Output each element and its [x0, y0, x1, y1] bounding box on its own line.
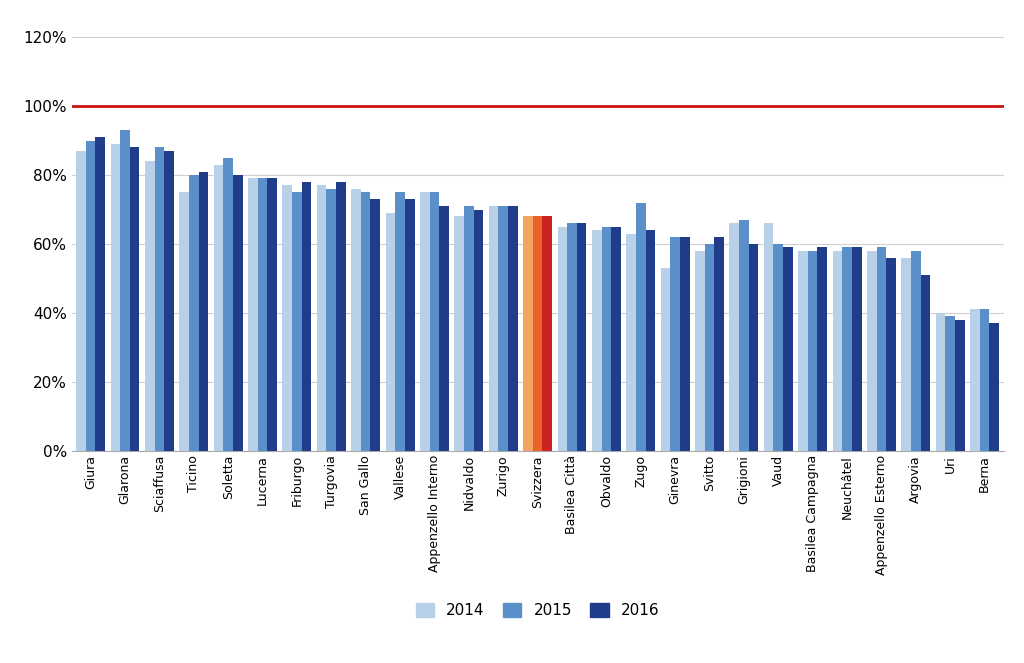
Bar	[199, 172, 208, 451]
Bar	[680, 237, 689, 451]
Bar	[223, 158, 232, 451]
Bar	[474, 210, 483, 451]
Bar	[739, 220, 749, 451]
Bar	[705, 244, 715, 451]
Bar	[592, 230, 601, 451]
Bar	[773, 244, 783, 451]
Bar	[636, 203, 645, 451]
Bar	[439, 206, 449, 451]
Bar	[386, 213, 395, 451]
Bar	[671, 237, 680, 451]
Bar	[488, 206, 499, 451]
Bar	[749, 244, 759, 451]
Bar	[336, 182, 346, 451]
Bar	[611, 227, 621, 451]
Bar	[420, 192, 430, 451]
Bar	[120, 130, 130, 451]
Bar	[543, 216, 552, 451]
Bar	[627, 233, 636, 451]
Bar	[214, 164, 223, 451]
Bar	[799, 251, 808, 451]
Bar	[833, 251, 843, 451]
Bar	[232, 175, 243, 451]
Bar	[532, 216, 543, 451]
Bar	[499, 206, 508, 451]
Bar	[430, 192, 439, 451]
Bar	[567, 223, 577, 451]
Bar	[936, 313, 945, 451]
Bar	[945, 316, 955, 451]
Bar	[695, 251, 705, 451]
Bar	[292, 192, 302, 451]
Bar	[886, 258, 896, 451]
Bar	[843, 247, 852, 451]
Bar	[980, 310, 989, 451]
Bar	[764, 223, 773, 451]
Bar	[130, 147, 139, 451]
Bar	[601, 227, 611, 451]
Bar	[302, 182, 311, 451]
Bar	[901, 258, 911, 451]
Bar	[164, 151, 174, 451]
Bar	[715, 237, 724, 451]
Bar	[155, 147, 164, 451]
Bar	[729, 223, 739, 451]
Bar	[817, 247, 827, 451]
Bar	[283, 186, 292, 451]
Bar	[316, 186, 327, 451]
Bar	[111, 144, 120, 451]
Bar	[808, 251, 817, 451]
Bar	[455, 216, 464, 451]
Bar	[911, 251, 921, 451]
Bar	[464, 206, 474, 451]
Bar	[145, 161, 155, 451]
Bar	[877, 247, 886, 451]
Bar	[577, 223, 587, 451]
Bar	[95, 137, 105, 451]
Bar	[852, 247, 861, 451]
Bar	[921, 275, 930, 451]
Bar	[660, 268, 671, 451]
Bar	[508, 206, 518, 451]
Bar	[645, 230, 655, 451]
Bar	[867, 251, 877, 451]
Bar	[267, 178, 276, 451]
Bar	[557, 227, 567, 451]
Bar	[360, 192, 371, 451]
Bar	[989, 324, 999, 451]
Bar	[248, 178, 258, 451]
Bar	[327, 189, 336, 451]
Bar	[955, 320, 965, 451]
Bar	[189, 175, 199, 451]
Bar	[783, 247, 793, 451]
Bar	[258, 178, 267, 451]
Bar	[970, 310, 980, 451]
Legend: 2014, 2015, 2016: 2014, 2015, 2016	[410, 597, 666, 624]
Bar	[371, 199, 380, 451]
Bar	[351, 189, 360, 451]
Bar	[395, 192, 404, 451]
Bar	[86, 141, 95, 451]
Bar	[404, 199, 415, 451]
Bar	[179, 192, 189, 451]
Bar	[523, 216, 532, 451]
Bar	[76, 151, 86, 451]
